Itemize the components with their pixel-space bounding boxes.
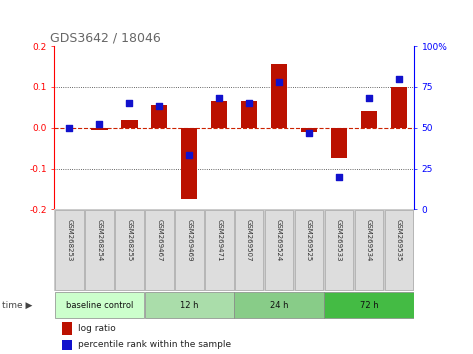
Point xyxy=(335,174,343,179)
Bar xyxy=(121,120,138,128)
FancyBboxPatch shape xyxy=(175,210,203,290)
Text: GSM269524: GSM269524 xyxy=(276,219,282,261)
Text: percentile rank within the sample: percentile rank within the sample xyxy=(78,341,231,349)
Text: GSM269534: GSM269534 xyxy=(366,219,372,262)
Point xyxy=(96,121,103,127)
FancyBboxPatch shape xyxy=(355,210,383,290)
FancyBboxPatch shape xyxy=(205,210,234,290)
Point xyxy=(185,153,193,158)
Bar xyxy=(241,101,257,128)
Point xyxy=(245,100,253,106)
Point xyxy=(275,79,283,85)
Text: GSM269469: GSM269469 xyxy=(186,219,192,262)
FancyBboxPatch shape xyxy=(145,210,174,290)
FancyBboxPatch shape xyxy=(55,210,84,290)
FancyBboxPatch shape xyxy=(85,210,114,290)
Bar xyxy=(181,128,197,199)
Text: GSM268255: GSM268255 xyxy=(126,219,132,261)
Point xyxy=(215,96,223,101)
Bar xyxy=(61,340,71,350)
FancyBboxPatch shape xyxy=(235,292,324,318)
Bar xyxy=(211,101,228,128)
FancyBboxPatch shape xyxy=(55,292,144,318)
Bar xyxy=(151,105,167,128)
Text: 72 h: 72 h xyxy=(359,301,378,309)
Point xyxy=(305,130,313,136)
FancyBboxPatch shape xyxy=(295,210,324,290)
Text: GSM269467: GSM269467 xyxy=(156,219,162,262)
Bar xyxy=(331,128,347,158)
Bar xyxy=(61,322,71,335)
FancyBboxPatch shape xyxy=(145,292,234,318)
Text: GSM269471: GSM269471 xyxy=(216,219,222,262)
FancyBboxPatch shape xyxy=(324,292,413,318)
Text: baseline control: baseline control xyxy=(66,301,133,309)
Point xyxy=(125,100,133,106)
Text: 12 h: 12 h xyxy=(180,301,199,309)
Bar xyxy=(271,64,287,128)
FancyBboxPatch shape xyxy=(385,210,413,290)
Text: GSM269525: GSM269525 xyxy=(306,219,312,261)
Bar xyxy=(391,87,407,128)
Text: GSM269507: GSM269507 xyxy=(246,219,252,262)
Text: GSM268254: GSM268254 xyxy=(96,219,102,261)
Text: GSM268253: GSM268253 xyxy=(66,219,72,262)
Bar xyxy=(91,128,107,130)
Bar xyxy=(361,112,377,128)
Point xyxy=(395,76,403,81)
Point xyxy=(156,104,163,109)
Text: GDS3642 / 18046: GDS3642 / 18046 xyxy=(50,31,160,44)
Text: log ratio: log ratio xyxy=(78,324,115,333)
Text: GSM269533: GSM269533 xyxy=(336,219,342,262)
Text: GSM269535: GSM269535 xyxy=(396,219,402,262)
FancyBboxPatch shape xyxy=(235,210,263,290)
FancyBboxPatch shape xyxy=(324,210,353,290)
FancyBboxPatch shape xyxy=(265,210,293,290)
Point xyxy=(365,96,373,101)
FancyBboxPatch shape xyxy=(115,210,144,290)
Text: 24 h: 24 h xyxy=(270,301,289,309)
Point xyxy=(66,125,73,131)
Bar xyxy=(301,128,317,132)
Text: time ▶: time ▶ xyxy=(2,301,33,309)
